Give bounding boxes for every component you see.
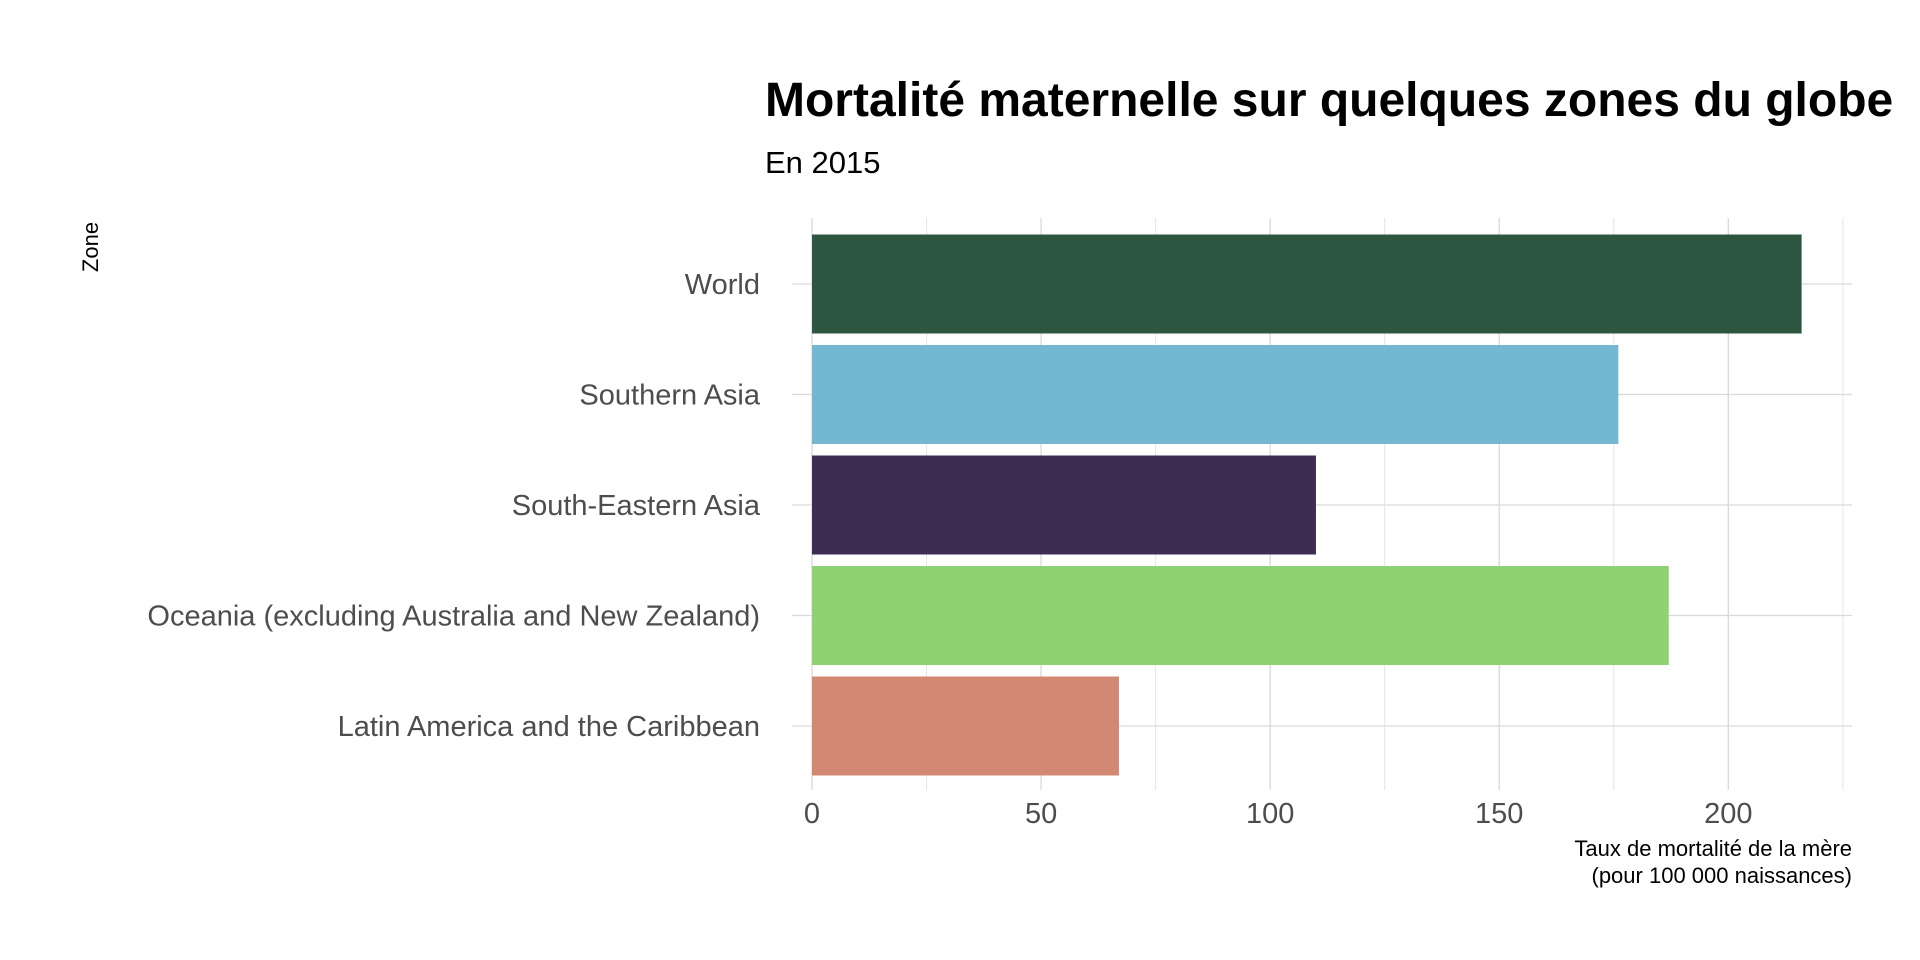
x-axis-title-line1: Taux de mortalité de la mère [1574, 836, 1852, 861]
y-axis-title: Zone [78, 222, 103, 272]
x-tick-label: 50 [1025, 798, 1057, 830]
x-tick-label: 100 [1246, 798, 1294, 830]
chart-subtitle: En 2015 [765, 145, 881, 180]
category-label: South-Eastern Asia [512, 490, 761, 522]
category-label: World [685, 269, 760, 301]
x-axis-title-line2: (pour 100 000 naissances) [1592, 863, 1853, 888]
x-tick-label: 150 [1475, 798, 1523, 830]
chart-title: Mortalité maternelle sur quelques zones … [765, 74, 1893, 127]
x-tick-label: 200 [1704, 798, 1752, 830]
bar [812, 455, 1316, 555]
bar [812, 345, 1619, 444]
x-tick-labels: 0 50 100 150 200 [804, 798, 1753, 830]
bar [812, 566, 1669, 665]
category-labels: World Southern Asia South-Eastern Asia Ocea… [147, 269, 760, 743]
category-label: Southern Asia [579, 380, 760, 412]
bars [812, 234, 1802, 776]
category-label: Oceania (excluding Australia and New Zea… [147, 601, 760, 633]
category-label: Latin America and the Caribbean [338, 711, 760, 743]
bar [812, 676, 1119, 776]
bar [812, 234, 1802, 334]
x-tick-label: 0 [804, 798, 820, 830]
